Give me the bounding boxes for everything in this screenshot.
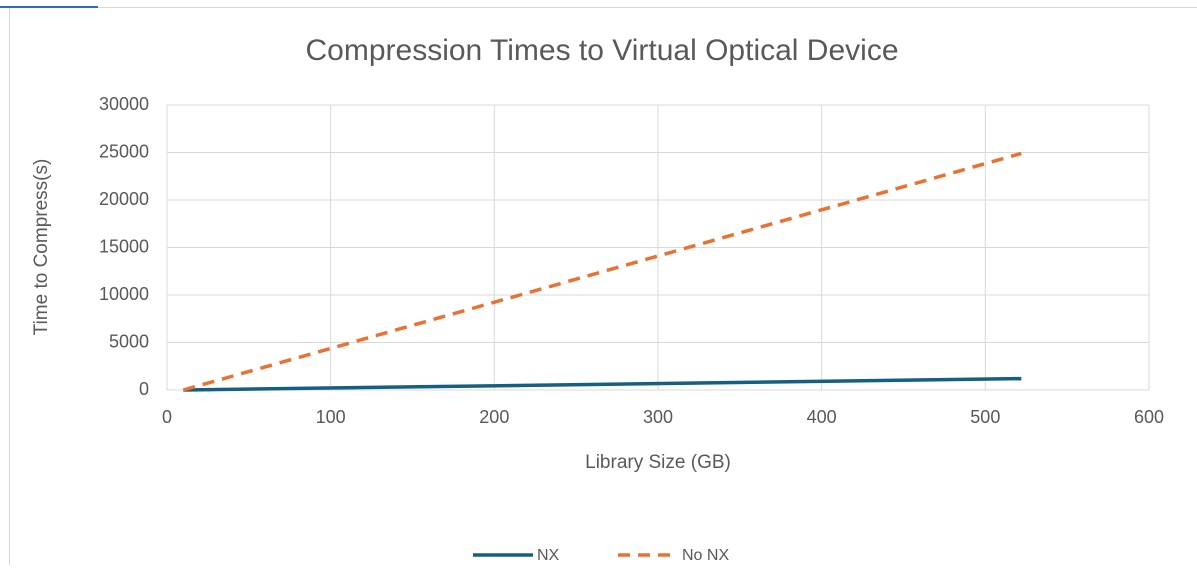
legend-label: NX (537, 547, 560, 564)
x-tick-label: 500 (970, 407, 1000, 427)
y-tick-label: 25000 (99, 141, 149, 161)
x-tick-label: 300 (643, 407, 673, 427)
x-tick-label: 400 (807, 407, 837, 427)
y-tick-label: 30000 (99, 94, 149, 114)
y-tick-label: 5000 (109, 331, 149, 351)
x-axis-label: Library Size (GB) (585, 452, 731, 473)
series-line (183, 153, 1021, 390)
x-tick-label: 100 (316, 407, 346, 427)
legend-label: No NX (682, 547, 729, 564)
y-tick-label: 20000 (99, 189, 149, 209)
chart-title: Compression Times to Virtual Optical Dev… (306, 34, 899, 67)
y-axis-label: Time to Compress(s) (31, 159, 52, 336)
chart-frame (10, 8, 1197, 566)
y-tick-label: 15000 (99, 236, 149, 256)
x-tick-label: 600 (1134, 407, 1164, 427)
y-tick-label: 0 (139, 379, 149, 399)
series-line (183, 379, 1021, 390)
x-tick-label: 200 (479, 407, 509, 427)
x-tick-label: 0 (162, 407, 172, 427)
y-tick-label: 10000 (99, 284, 149, 304)
